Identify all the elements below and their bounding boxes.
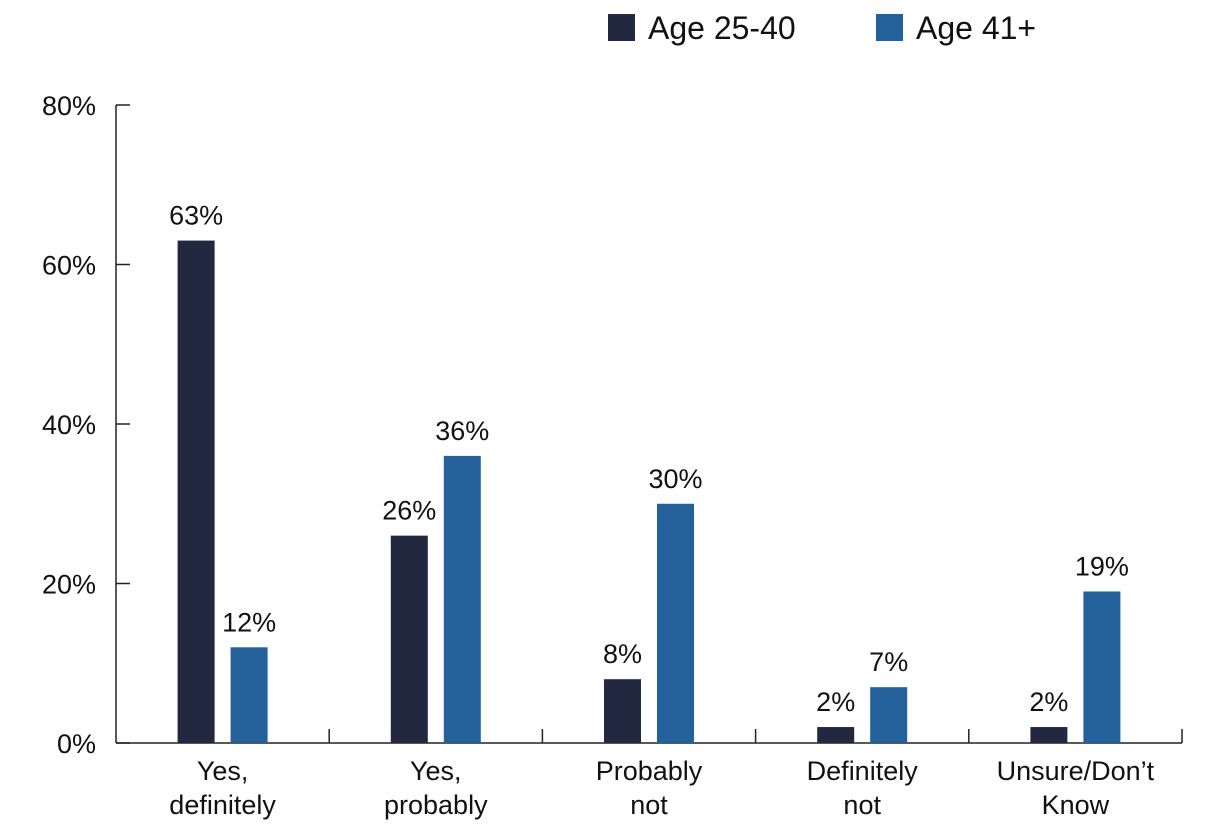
bar [657,504,694,743]
x-category-label: Yes, [410,756,462,786]
x-category-label: Probably [596,756,703,786]
y-tick-label: 80% [42,91,96,121]
legend-swatch [608,14,635,41]
bar [817,727,854,743]
bar [178,241,215,743]
x-category-label: Yes, [197,756,249,786]
legend-swatch [876,14,903,41]
data-label: 36% [435,416,489,446]
bar [604,679,641,743]
bar [391,536,428,743]
data-label: 30% [648,464,702,494]
data-labels: 63% 26% 8% 2% 2% 12% 36% 30% 7% 19% [169,201,1129,717]
legend-label: Age 41+ [916,10,1036,46]
data-label: 12% [222,607,276,637]
x-category-label: not [843,790,881,820]
x-category-label: Unsure/Don’t [997,756,1155,786]
bar [1030,727,1067,743]
legend-label: Age 25-40 [648,10,796,46]
data-label: 19% [1075,551,1129,581]
data-label: 7% [869,647,908,677]
data-label: 2% [816,687,855,717]
data-label: 63% [169,201,223,231]
x-category-label: not [630,790,668,820]
bar [870,687,907,743]
data-label: 8% [603,639,642,669]
bar [1083,591,1120,743]
y-tick-label: 40% [42,410,96,440]
bar-chart: Age 25-40 Age 41+ 0% 20% 40% 60% 80% Yes, defin… [0,0,1214,839]
data-label: 2% [1029,687,1068,717]
y-tick-label: 60% [42,251,96,281]
legend: Age 25-40 Age 41+ [608,10,1036,46]
bar [444,456,481,743]
x-category-label: probably [384,790,488,820]
x-category-label: definitely [169,790,276,820]
x-category-label: Definitely [807,756,919,786]
x-category-label: Know [1042,790,1110,820]
data-label: 26% [382,496,436,526]
y-tick-label: 0% [57,729,96,759]
y-tick-label: 20% [42,570,96,600]
bar [231,647,268,743]
